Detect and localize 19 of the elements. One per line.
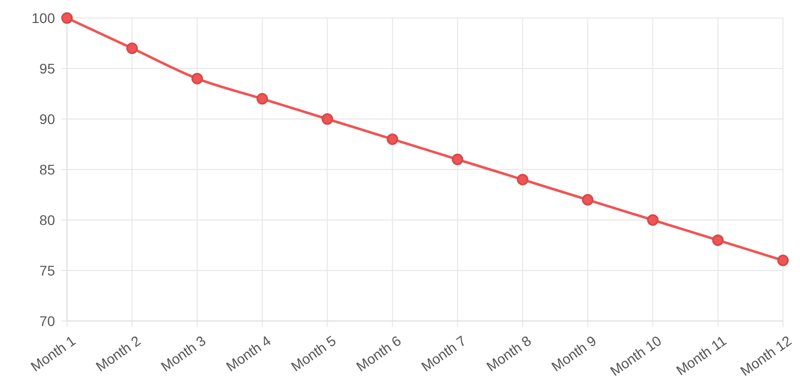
point bbox=[712, 234, 724, 246]
y-tick-label: 80 bbox=[39, 212, 56, 228]
y-tick-label: 85 bbox=[39, 161, 56, 178]
point bbox=[516, 174, 528, 186]
y-tick-label: 75 bbox=[39, 262, 56, 278]
point bbox=[452, 154, 464, 166]
point bbox=[191, 72, 203, 84]
y-tick-label: 95 bbox=[39, 60, 56, 76]
point bbox=[386, 133, 398, 145]
point bbox=[582, 194, 594, 206]
y-tick-label: 100 bbox=[32, 10, 56, 26]
point bbox=[61, 12, 73, 24]
point bbox=[256, 93, 268, 105]
point bbox=[126, 42, 138, 54]
point bbox=[777, 254, 789, 266]
y-tick-label: 90 bbox=[39, 110, 56, 127]
point bbox=[647, 214, 659, 226]
y-tick-label: 70 bbox=[39, 312, 56, 329]
point bbox=[322, 113, 334, 125]
